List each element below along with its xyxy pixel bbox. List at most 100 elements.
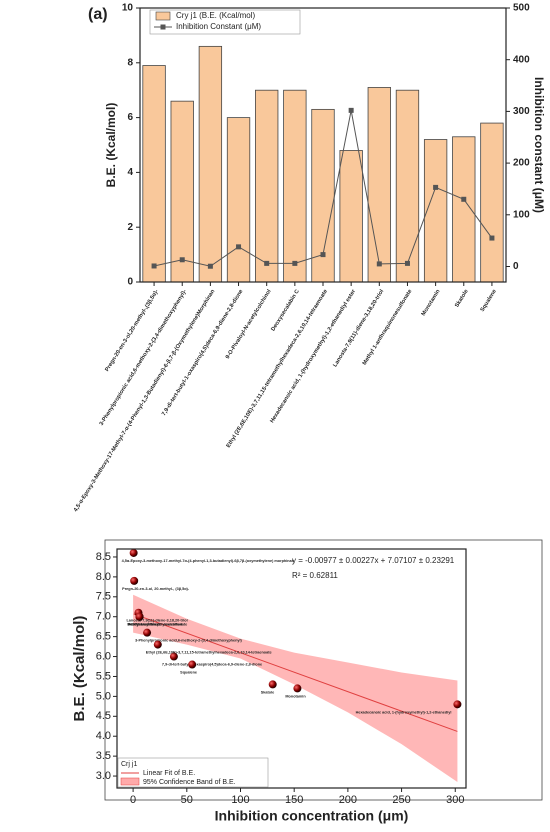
line-marker — [376, 261, 382, 267]
y2-axis-label: Inhibition constant (μM) — [532, 77, 546, 213]
legend-marker — [160, 24, 166, 30]
line-marker — [292, 260, 298, 266]
legend-box — [149, 9, 301, 35]
bar — [395, 89, 420, 283]
legend-label: Inhibition Constant (μM) — [176, 22, 261, 31]
x-tick-label: Methyl 1-anthraquinonesulfonate — [362, 289, 414, 367]
x-tick-label: 50 — [181, 794, 193, 806]
point-label: Hexadecanoic acid, 1-(hydroxymethyl)-1,2… — [356, 710, 452, 714]
x-tick-label: 150 — [285, 794, 303, 806]
y-tick-label: 8.0 — [96, 571, 111, 583]
y-tick-label: 10 — [122, 3, 134, 14]
y-tick-label: 5.5 — [96, 670, 111, 682]
panel-label: (a) — [88, 6, 108, 23]
bar — [170, 100, 194, 283]
y2-tick-label: 400 — [513, 54, 530, 65]
line-marker — [207, 263, 213, 269]
bar — [255, 89, 279, 283]
line-marker — [404, 260, 410, 266]
legend-title: Crj j1 — [121, 761, 137, 768]
plot-frame — [116, 548, 467, 789]
y-axis-label: B.E. (Kcal/mol) — [104, 103, 118, 188]
line-marker — [179, 257, 185, 263]
y-tick-label: 0 — [127, 277, 133, 288]
bar — [367, 87, 391, 283]
point — [153, 640, 162, 649]
point-label: 9-O-Pivaloyl-N-acetylcolchinol — [128, 623, 183, 627]
y2-tick-label: 200 — [513, 158, 530, 169]
line-marker — [489, 235, 495, 241]
line-marker — [348, 107, 354, 113]
y2-tick-label: 0 — [513, 261, 519, 272]
confidence-band — [133, 594, 458, 783]
legend-label: 95% Confidence Band of B.E. — [143, 779, 236, 786]
point — [188, 660, 197, 669]
y-tick-label: 6.0 — [96, 650, 111, 662]
equation: y = -0.00977 ± 0.00227x + 7.07107 ± 0.23… — [292, 556, 455, 565]
point-label: Pregn-20-en-3-ol, 20-methyl-, (3β,5α)- — [122, 587, 190, 591]
y-tick-label: 8 — [127, 57, 133, 68]
bar — [339, 150, 363, 283]
y2-tick-label: 500 — [513, 3, 530, 14]
point — [135, 612, 144, 621]
point-label: Squalene — [180, 671, 197, 675]
x-tick-label: 100 — [231, 794, 249, 806]
legend-label: Linear Fit of B.E. — [143, 770, 195, 777]
plot-frame — [139, 7, 507, 283]
x-tick-label: Ethyl (2E,6E,10E)-3,7,11,15-tetramethylh… — [226, 289, 329, 449]
point-label: Monotamin — [285, 694, 306, 698]
legend-box — [117, 757, 269, 788]
y-tick-label: 4.0 — [96, 730, 111, 742]
line-marker — [151, 263, 157, 269]
y-tick-label: 6.5 — [96, 631, 111, 643]
y-axis-label: B.E. (Kcal/mol) — [71, 616, 88, 722]
point — [129, 548, 138, 557]
bar — [480, 122, 504, 283]
y-tick-label: 7.0 — [96, 611, 111, 623]
y-tick-label: 3.5 — [96, 750, 111, 762]
y-tick-label: 7.5 — [96, 591, 111, 603]
legend-label: Cry j1 (B.E. (Kcal/mol) — [176, 11, 255, 20]
outer-frame — [104, 539, 543, 801]
line-marker — [320, 252, 326, 258]
x-tick-label: Squalene — [480, 289, 498, 313]
point-label: 3-Phenylpropionic acid,6-methoxy-2-(3,4-… — [135, 639, 242, 643]
x-tick-label: Skatole — [454, 289, 470, 309]
bar — [283, 89, 307, 283]
y-tick-label: 3.0 — [96, 770, 111, 782]
line-marker — [461, 196, 467, 202]
y-tick-label: 8.5 — [96, 551, 111, 563]
line-marker — [264, 260, 270, 266]
line-marker — [433, 184, 439, 190]
x-tick-label: 200 — [339, 794, 357, 806]
point — [293, 684, 302, 693]
y-tick-label: 2 — [127, 222, 133, 233]
x-tick-label: 250 — [392, 794, 410, 806]
point — [169, 652, 178, 661]
r-squared: R² = 0.62811 — [292, 571, 338, 580]
point — [453, 700, 462, 709]
bar — [226, 117, 251, 283]
x-tick-label: Lanosta-7,9(11)-diene-3,18,20-triol — [332, 288, 385, 368]
y2-tick-label: 300 — [513, 106, 530, 117]
x-tick-label: Monotamin — [421, 288, 442, 317]
x-axis-label: Inhibition concentration (μm) — [215, 808, 409, 824]
x-tick-label: 4,5-α-Epoxy-3-Methoxy-17-Methyl-7-α-(4-P… — [73, 288, 217, 513]
point — [268, 680, 277, 689]
point-label: Ethyl (2E,6E,10E)-3,7,11,15-tetramethylh… — [146, 651, 272, 655]
line-marker — [236, 244, 242, 250]
point-label: Lanosta-7,9(11)-diene-3,18,20-triol — [126, 619, 187, 623]
y-tick-label: 5.0 — [96, 690, 111, 702]
point — [143, 628, 152, 637]
y-tick-label: 4.5 — [96, 710, 111, 722]
point-label: 7,9-di-tert-butyl-1-oxaspiro(4,5)deca-6,… — [162, 663, 262, 667]
point-label: Methyl 1-anthraquinonesulfonate — [128, 623, 188, 627]
legend-swatch — [155, 11, 171, 21]
point-label: Deoxysecalabin C — [128, 623, 161, 627]
x-tick-label: 300 — [446, 794, 464, 806]
bar — [198, 45, 223, 283]
y-tick-label: 6 — [127, 112, 133, 123]
point-label: 4,5α-Epoxy-3-methoxy-17-methyl-7α-(4-phe… — [122, 559, 295, 563]
